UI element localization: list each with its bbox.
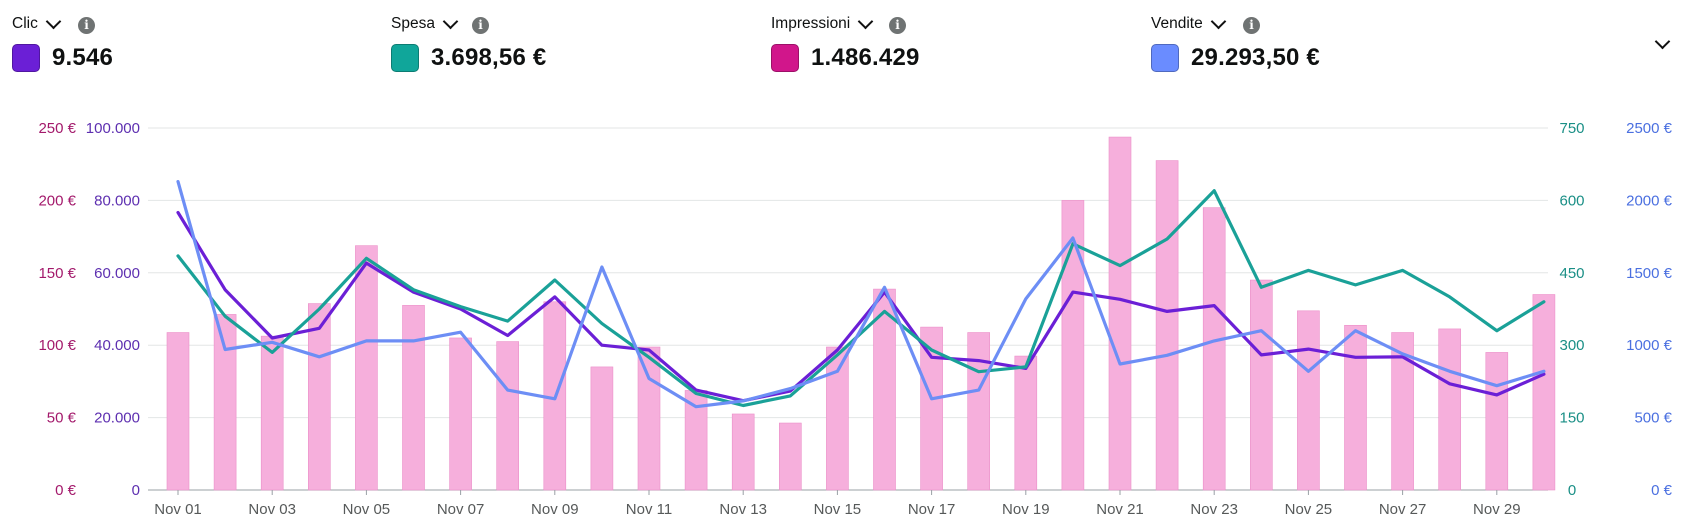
bar-impressioni <box>637 346 661 491</box>
bar-impressioni <box>260 335 284 491</box>
bar-impressioni <box>166 332 190 491</box>
x-tick-label: Nov 03 <box>248 501 296 518</box>
x-tick-label: Nov 23 <box>1190 501 1238 518</box>
metric-value-row: 29.293,50 € <box>1151 44 1451 72</box>
y-tick-label-right_inner: 600 <box>1559 192 1584 209</box>
y-tick-label-left_outer: 250 € <box>38 120 76 137</box>
bar-impressioni <box>1250 279 1273 491</box>
bar-impressioni <box>590 366 614 491</box>
bar-impressioni <box>1297 310 1320 491</box>
y-tick-label-right_inner: 450 <box>1559 265 1584 282</box>
bar-impressioni <box>449 337 472 491</box>
y-tick-label-right_inner: 0 <box>1568 482 1576 499</box>
line-clic <box>176 210 1546 403</box>
metric-title: Vendite <box>1151 15 1203 32</box>
metric-title: Impressioni <box>771 15 851 32</box>
metric-color-swatch[interactable] <box>12 44 40 72</box>
y-tick-label-right_outer: 2000 € <box>1626 192 1673 209</box>
y-tick-label-left_inner: 40.000 <box>94 337 140 354</box>
x-tick-label: Nov 29 <box>1473 501 1521 518</box>
bar-impressioni <box>967 332 991 491</box>
bar-impressioni <box>731 413 755 491</box>
metric-spesa: Spesa i 3.698,56 € <box>391 12 691 82</box>
y-tick-label-left_inner: 0 <box>132 482 140 499</box>
bar-impressioni <box>1485 352 1509 491</box>
metric-selector-vendite[interactable]: Vendite <box>1151 12 1451 36</box>
y-tick-label-right_outer: 0 € <box>1651 482 1673 499</box>
bar-impressioni <box>1061 200 1085 491</box>
metric-clic: Clic i 9.546 <box>12 12 312 82</box>
metric-value: 3.698,56 € <box>431 44 547 71</box>
y-tick-label-left_outer: 200 € <box>38 192 76 209</box>
metric-selector-clic[interactable]: Clic <box>12 12 312 36</box>
bar-impressioni <box>213 314 237 491</box>
y-tick-label-left_outer: 50 € <box>47 410 77 427</box>
x-tick-label: Nov 13 <box>719 501 767 518</box>
y-tick-label-left_outer: 0 € <box>55 482 77 499</box>
line-vendite <box>176 180 1546 409</box>
metrics-bar: Clic i 9.546 Spesa i 3.698,56 € Impressi… <box>0 0 1708 80</box>
y-tick-label-right_outer: 500 € <box>1634 410 1672 427</box>
metric-color-swatch[interactable] <box>771 44 799 72</box>
y-tick-label-right_outer: 1500 € <box>1626 265 1673 282</box>
x-tick-label: Nov 19 <box>1002 501 1050 518</box>
metric-value-row: 3.698,56 € <box>391 44 691 72</box>
y-tick-label-right_outer: 2500 € <box>1626 120 1673 137</box>
metric-selector-spesa[interactable]: Spesa <box>391 12 691 36</box>
metric-value: 1.486.429 <box>811 44 920 71</box>
bar-impressioni <box>1438 328 1461 491</box>
x-tick-label: Nov 25 <box>1285 501 1333 518</box>
metric-title: Clic <box>12 15 38 32</box>
info-icon[interactable]: i <box>889 17 906 34</box>
metric-vendite: Vendite i 29.293,50 € <box>1151 12 1451 82</box>
metric-value: 9.546 <box>52 44 114 71</box>
metric-color-swatch[interactable] <box>1151 44 1179 72</box>
bar-impressioni <box>355 245 378 491</box>
metric-value-row: 1.486.429 <box>771 44 1071 72</box>
x-tick-label: Nov 05 <box>343 501 391 518</box>
x-tick-label: Nov 17 <box>908 501 956 518</box>
bar-impressioni <box>778 422 802 491</box>
y-tick-label-right_inner: 750 <box>1559 120 1584 137</box>
y-tick-label-left_inner: 60.000 <box>94 265 140 282</box>
y-tick-label-left_inner: 20.000 <box>94 410 140 427</box>
line-spesa <box>176 189 1546 408</box>
bar-impressioni <box>1014 355 1038 491</box>
x-tick-label: Nov 01 <box>154 501 202 518</box>
metric-color-swatch[interactable] <box>391 44 419 72</box>
y-tick-label-left_outer: 100 € <box>38 337 76 354</box>
info-icon[interactable]: i <box>78 17 95 34</box>
y-tick-label-right_inner: 150 <box>1559 410 1584 427</box>
y-tick-label-right_inner: 300 <box>1559 337 1584 354</box>
x-tick-label: Nov 11 <box>626 501 672 518</box>
bar-impressioni <box>402 305 425 491</box>
x-tick-label: Nov 09 <box>531 501 579 518</box>
x-tick-label: Nov 27 <box>1379 501 1427 518</box>
bar-impressioni <box>1344 324 1367 491</box>
metric-value-row: 9.546 <box>12 44 312 72</box>
metric-title: Spesa <box>391 15 435 32</box>
info-icon[interactable]: i <box>1243 17 1260 34</box>
metric-impressioni: Impressioni i 1.486.429 <box>771 12 1071 82</box>
bar-impressioni <box>496 341 520 491</box>
bar-impressioni <box>307 303 331 491</box>
metric-selector-impressioni[interactable]: Impressioni <box>771 12 1071 36</box>
y-tick-label-left_inner: 100.000 <box>86 120 140 137</box>
x-tick-label: Nov 21 <box>1096 501 1144 518</box>
y-tick-label-left_inner: 80.000 <box>94 192 140 209</box>
y-tick-label-left_outer: 150 € <box>38 265 76 282</box>
bar-impressioni <box>1202 207 1226 491</box>
bar-impressioni <box>1155 160 1179 491</box>
bar-impressioni <box>1532 294 1556 491</box>
bar-impressioni <box>1108 136 1132 491</box>
y-tick-label-right_outer: 1000 € <box>1626 337 1673 354</box>
metric-value: 29.293,50 € <box>1191 44 1320 71</box>
x-tick-label: Nov 07 <box>437 501 485 518</box>
info-icon[interactable]: i <box>472 17 489 34</box>
x-tick-label: Nov 15 <box>814 501 862 518</box>
